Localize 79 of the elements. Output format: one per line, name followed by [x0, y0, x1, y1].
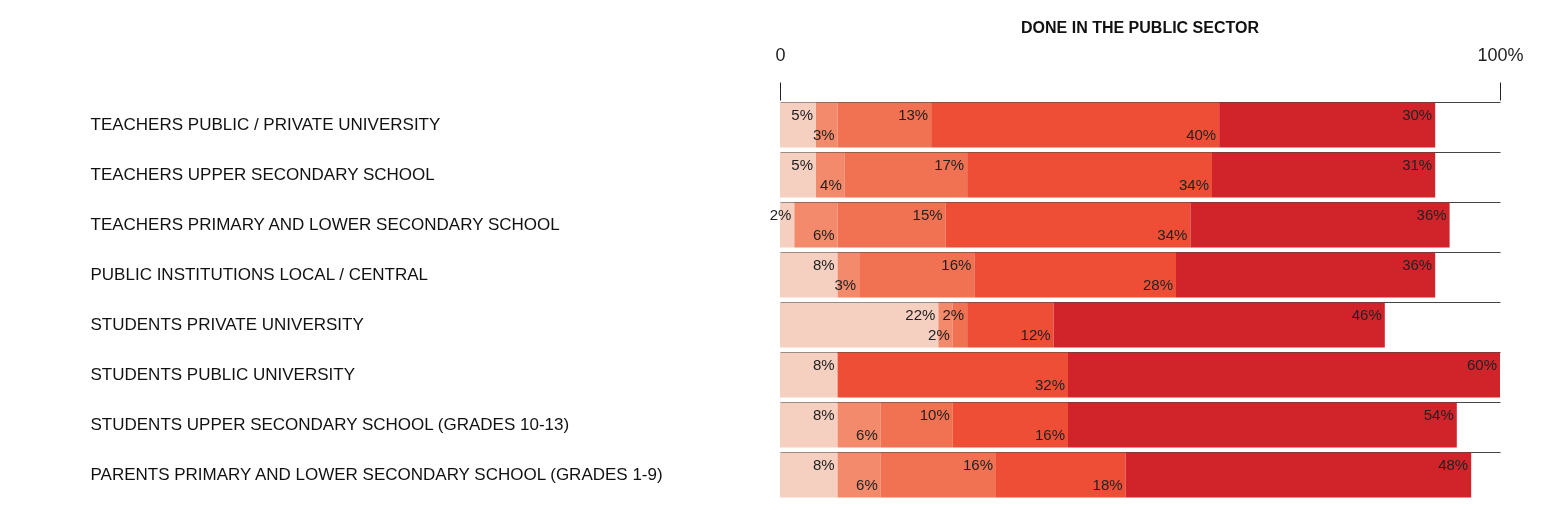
bar: [844, 152, 968, 198]
text: DONE IN THE PUBLIC SECTOR: [1021, 19, 1260, 36]
bar: [794, 202, 838, 248]
data-label: 2%: [769, 206, 792, 223]
data-label: 17%: [934, 156, 965, 173]
data-label: 2%: [942, 306, 965, 323]
bar: [974, 252, 1176, 298]
bar: [780, 352, 838, 398]
data-label: 18%: [1092, 476, 1123, 493]
bar: [945, 202, 1191, 248]
bar: [880, 402, 953, 448]
bar: [1176, 252, 1436, 298]
data-label: 34%: [1178, 176, 1209, 193]
bar: [837, 452, 881, 498]
x-tick-label: 100%: [1477, 44, 1524, 65]
y-tick-label: TEACHERS PRIMARY AND LOWER SECONDARY SCHOOL: [90, 215, 560, 234]
y-tick-label: PUBLIC INSTITUTIONS LOCAL / CENTRAL: [90, 265, 429, 284]
data-label: 16%: [962, 456, 993, 473]
data-label: 48%: [1438, 456, 1469, 473]
y-tick-label: TEACHERS PUBLIC / PRIVATE UNIVERSITY: [90, 115, 441, 134]
data-label: 5%: [791, 106, 813, 123]
data-label: 30%: [1402, 106, 1433, 123]
y-tick-label: STUDENTS UPPER SECONDARY SCHOOL (GRADES 10-13): [90, 415, 570, 434]
data-label: 46%: [1351, 306, 1382, 323]
data-label: 8%: [812, 356, 835, 373]
data-label: 34%: [1157, 226, 1188, 243]
bar: [859, 252, 975, 298]
data-label: 3%: [834, 276, 857, 293]
data-label: 31%: [1402, 156, 1433, 173]
y-tick-label: PARENTS PRIMARY AND LOWER SECONDARY SCHOOL (GRADES 1-9): [90, 465, 663, 484]
data-label: 22%: [905, 306, 936, 323]
bar: [780, 402, 838, 448]
bar: [1212, 152, 1436, 198]
data-label: 2%: [928, 326, 950, 343]
data-label: 4%: [820, 176, 842, 193]
data-label: 28%: [1142, 276, 1173, 293]
data-label: 54%: [1423, 406, 1454, 423]
bar: [967, 152, 1212, 198]
bar: [1190, 202, 1450, 248]
data-label: 13%: [898, 106, 929, 123]
bar: [780, 452, 838, 498]
bar: [780, 152, 816, 198]
bar: [837, 352, 1068, 398]
data-label: 16%: [941, 256, 972, 273]
data-label: 6%: [856, 426, 878, 443]
y-tick-label: STUDENTS PRIVATE UNIVERSITY: [90, 315, 364, 334]
bar: [931, 102, 1220, 148]
bar: [837, 102, 932, 148]
data-label: 5%: [791, 156, 813, 173]
data-label: 10%: [919, 406, 950, 423]
bar: [837, 202, 946, 248]
data-label: 16%: [1034, 426, 1065, 443]
data-label: 32%: [1034, 376, 1065, 393]
bar: [996, 452, 1126, 498]
bar: [1219, 102, 1436, 148]
data-label: 15%: [912, 206, 943, 223]
bar: [1068, 402, 1457, 448]
data-label: 36%: [1402, 256, 1433, 273]
bar: [837, 402, 881, 448]
data-label: 40%: [1186, 126, 1217, 143]
data-label: 60%: [1466, 356, 1497, 373]
bar: [816, 152, 845, 198]
data-label: 6%: [812, 226, 835, 243]
bar: [1053, 302, 1385, 348]
y-tick-label: STUDENTS PUBLIC UNIVERSITY: [90, 365, 355, 384]
data-label: 12%: [1020, 326, 1051, 343]
bar: [880, 452, 996, 498]
data-label: 3%: [812, 126, 835, 143]
bar: [952, 402, 1068, 448]
data-label: 8%: [812, 406, 835, 423]
data-label: 36%: [1416, 206, 1447, 223]
y-tick-label: TEACHERS UPPER SECONDARY SCHOOL: [90, 165, 435, 184]
data-label: 8%: [812, 456, 835, 473]
data-label: 6%: [856, 476, 878, 493]
bar: [967, 302, 1054, 348]
x-tick-label: 0: [775, 44, 786, 65]
data-label: 8%: [812, 256, 835, 273]
bar: [1068, 352, 1500, 398]
bar: [1125, 452, 1472, 498]
